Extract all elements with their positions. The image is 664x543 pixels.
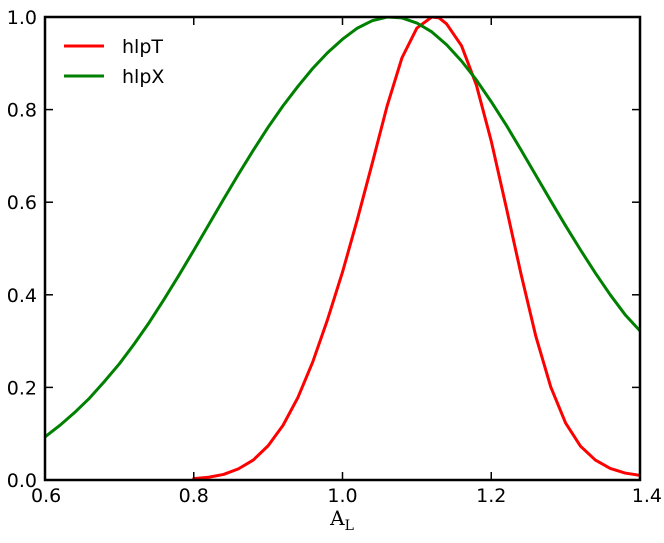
y-tick-label: 0.2 — [7, 377, 37, 399]
y-tick-label: 0.4 — [7, 285, 37, 307]
series-line-hlpX — [45, 17, 640, 439]
x-tick-label: 1.0 — [327, 485, 357, 507]
series-line-hlpT — [192, 17, 640, 480]
x-tick-label: 1.4 — [632, 485, 662, 507]
legend: hlpT hlpX — [64, 36, 164, 88]
ticks-layer — [44, 16, 641, 481]
legend-label-hlpX: hlpX — [122, 66, 164, 88]
x-tick-label: 1.2 — [476, 485, 506, 507]
y-tick-label: 0.0 — [7, 470, 37, 492]
y-tick-label: 0.8 — [7, 100, 37, 122]
x-tick-label: 0.6 — [31, 485, 61, 507]
y-tick-label: 0.6 — [7, 192, 37, 214]
series-layer — [45, 17, 640, 480]
legend-label-hlpT: hlpT — [122, 36, 163, 58]
x-axis-label: AL — [329, 506, 354, 534]
x-tick-label: 0.8 — [179, 485, 209, 507]
tick-labels-layer: 0.6 0.8 1.0 1.2 1.4 0.0 0.2 0.4 0.6 0.8 1.0 — [7, 7, 662, 507]
y-tick-label: 1.0 — [7, 7, 37, 29]
